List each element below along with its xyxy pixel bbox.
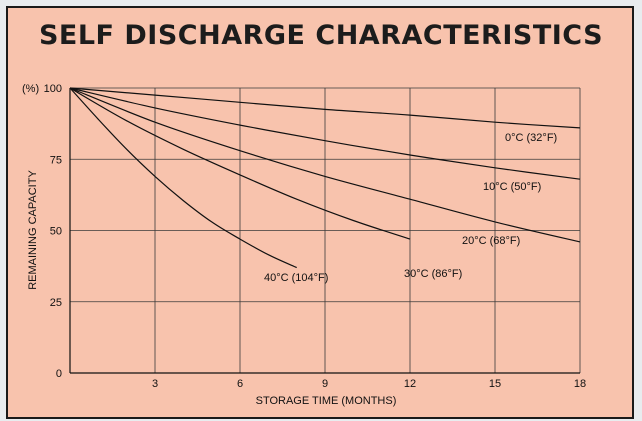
x-tick-label-3: 3 [152,378,158,390]
y-tick-label-0: 0 [56,368,62,380]
y-tick-label-75: 75 [50,154,62,166]
x-tick-label-6: 6 [237,378,243,390]
series-label-10c: 10°C (50°F) [483,181,541,193]
x-tick-label-9: 9 [322,378,328,390]
y-unit-label: (%) [22,83,39,95]
series-label-0c: 0°C (32°F) [505,132,557,144]
series-label-30c: 30°C (86°F) [404,268,462,280]
y-tick-label-25: 25 [50,297,62,309]
series-line-40c [70,88,297,268]
x-tick-label-15: 15 [489,378,501,390]
x-tick-label-12: 12 [404,378,416,390]
y-axis-title: REMAINING CAPACITY [27,170,39,290]
x-axis-title: STORAGE TIME (MONTHS) [256,395,397,407]
series-label-40c: 40°C (104°F) [264,272,328,284]
y-tick-label-100: 100 [44,83,62,95]
x-tick-label-18: 18 [574,378,586,390]
y-tick-label-50: 50 [50,226,62,238]
series-label-20c: 20°C (68°F) [462,235,520,247]
